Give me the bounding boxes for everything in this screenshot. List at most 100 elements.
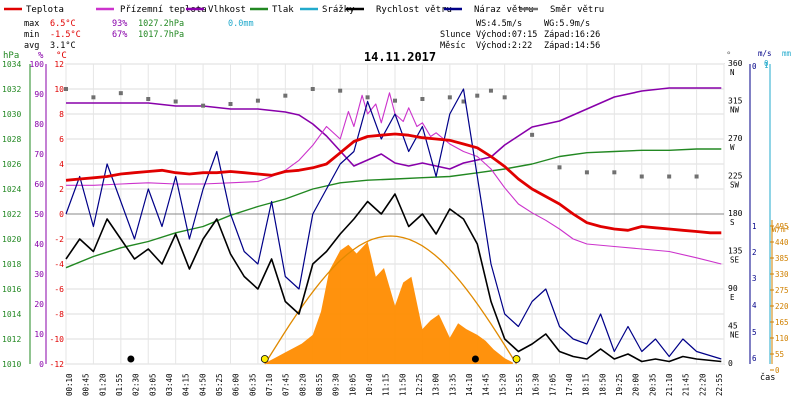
legend: Teplota Přízemní teplota Vlhkost Tlak Sr… bbox=[26, 5, 604, 15]
solar-tick-label: 385 bbox=[775, 254, 789, 263]
wind-direction-point bbox=[118, 91, 123, 96]
humidity-tick-label: 0 bbox=[39, 360, 44, 369]
x-tick-label: 07:10 bbox=[265, 373, 274, 396]
wind-direction-point bbox=[694, 174, 699, 179]
wind-direction-point bbox=[365, 95, 370, 100]
wind-direction-point bbox=[310, 87, 315, 91]
moonrise-marker bbox=[127, 355, 135, 363]
x-tick-label: 18:15 bbox=[582, 373, 591, 396]
direction-compass-label: S bbox=[730, 218, 735, 227]
legend-label-smer-vetru: Směr větru bbox=[550, 5, 604, 15]
x-tick-label: 11:15 bbox=[382, 373, 391, 396]
stats-max-rain: 0.0mm bbox=[228, 19, 254, 29]
direction-compass-label: NE bbox=[730, 331, 740, 340]
temperature-tick-label: 4 bbox=[59, 160, 64, 169]
temperature-tick-label: -4 bbox=[54, 260, 64, 269]
stats-min-temp: -1.5°C bbox=[50, 30, 81, 40]
temperature-tick-label: 2 bbox=[59, 185, 64, 194]
direction-tick-label: 135 bbox=[728, 247, 743, 256]
x-tick-label: 06:00 bbox=[232, 373, 241, 396]
stats-min-label: min bbox=[24, 30, 39, 40]
wind-direction-point bbox=[612, 170, 617, 175]
wind-speed-info: WS:4.5m/s bbox=[476, 19, 522, 29]
pressure-tick-label: 1022 bbox=[2, 210, 21, 219]
wind-tick-label: 0 bbox=[752, 62, 757, 71]
moonrise-info: Východ:2:22 bbox=[476, 41, 532, 51]
pressure-tick-label: 1016 bbox=[2, 285, 21, 294]
x-tick-label: 09:30 bbox=[332, 373, 341, 396]
wind-tick-label: 5 bbox=[752, 328, 757, 337]
direction-tick-label: 315 bbox=[728, 97, 743, 106]
solar-theoretical-curve bbox=[264, 235, 518, 365]
x-tick-label: 14:45 bbox=[482, 373, 491, 396]
humidity-tick-label: 90 bbox=[34, 90, 44, 99]
x-tick-label: 07:45 bbox=[282, 373, 291, 396]
rain-tick-label: 0 bbox=[764, 59, 769, 68]
x-tick-label: 05:25 bbox=[215, 373, 224, 396]
wind-direction-point bbox=[393, 98, 397, 103]
series-line-prizemni-teplota bbox=[66, 92, 722, 265]
chart-title: 14.11.2017 bbox=[364, 50, 436, 64]
wind-tick-label: 1 bbox=[752, 222, 757, 231]
direction-tick-label: 270 bbox=[728, 134, 743, 143]
direction-tick-label: 90 bbox=[728, 284, 738, 293]
x-tick-label: 01:20 bbox=[98, 373, 107, 396]
direction-compass-label: NW bbox=[730, 106, 740, 115]
humidity-tick-label: 70 bbox=[34, 150, 44, 159]
pressure-tick-label: 1030 bbox=[2, 110, 21, 119]
direction-compass-label: SE bbox=[730, 256, 740, 265]
temperature-tick-label: -10 bbox=[50, 335, 65, 344]
sunrise-info: Východ:07:15 bbox=[476, 30, 537, 40]
temperature-tick-label: 6 bbox=[59, 135, 64, 144]
stats-min-press: 1017.7hPa bbox=[138, 30, 184, 40]
wind-direction-point bbox=[488, 88, 493, 93]
x-tick-label: 14:10 bbox=[465, 373, 474, 396]
plot-area: 1034103210301028102610241022102010181016… bbox=[2, 59, 789, 396]
x-tick-label: 21:45 bbox=[682, 373, 691, 396]
stats-max-temp: 6.5°C bbox=[50, 19, 76, 29]
x-tick-label: 17:40 bbox=[565, 373, 574, 396]
stats-max-press: 1027.2hPa bbox=[138, 19, 184, 29]
direction-tick-label: 45 bbox=[728, 322, 738, 331]
legend-label-srazky: Srážky bbox=[322, 5, 355, 15]
x-tick-label: 03:40 bbox=[165, 373, 174, 396]
wind-direction-point bbox=[201, 103, 206, 108]
humidity-tick-label: 100 bbox=[30, 60, 45, 69]
x-tick-label: 08:20 bbox=[298, 373, 307, 396]
pressure-tick-label: 1012 bbox=[2, 335, 21, 344]
pressure-tick-label: 1014 bbox=[2, 310, 21, 319]
wind-direction-point bbox=[173, 99, 178, 104]
stats-max-label: max bbox=[24, 19, 39, 29]
direction-compass-label: W bbox=[730, 143, 735, 152]
x-tick-label: 10:05 bbox=[348, 373, 357, 396]
legend-label-vlhkost: Vlhkost bbox=[208, 5, 246, 15]
solar-tick-label: 220 bbox=[775, 302, 789, 311]
x-tick-label: 13:00 bbox=[432, 373, 441, 396]
sunset-marker bbox=[512, 355, 521, 363]
wind-axis-unit: m/s bbox=[758, 49, 772, 58]
series-line-vlhkost bbox=[66, 87, 722, 170]
legend-label-prizemni-teplota: Přízemní teplota bbox=[120, 5, 207, 15]
x-tick-label: 04:50 bbox=[198, 373, 207, 396]
x-tick-label: 08:55 bbox=[315, 373, 324, 396]
solar-tick-label: 0 bbox=[775, 366, 780, 375]
solar-tick-label: 275 bbox=[775, 286, 789, 295]
pressure-tick-label: 1032 bbox=[2, 85, 21, 94]
stats-avg-label: avg bbox=[24, 41, 39, 51]
x-tick-label: 11:50 bbox=[398, 373, 407, 396]
solar-tick-label: 55 bbox=[775, 350, 784, 359]
moonset-info: Západ:14:56 bbox=[544, 41, 600, 51]
x-tick-label: 18:50 bbox=[598, 373, 607, 396]
temperature-tick-label: 10 bbox=[54, 85, 64, 94]
wind-direction-point bbox=[530, 132, 535, 137]
solar-tick-label: 165 bbox=[775, 318, 789, 327]
x-tick-label: 15:55 bbox=[515, 373, 524, 396]
wind-tick-label: 3 bbox=[752, 274, 757, 283]
solar-area bbox=[266, 241, 513, 364]
wind-direction-point bbox=[461, 99, 466, 104]
stats-block: max 6.5°C 93% 1027.2hPa 0.0mm min -1.5°C… bbox=[24, 19, 254, 51]
pressure-tick-label: 1034 bbox=[2, 60, 21, 69]
legend-label-naraz-vetru: Náraz větru bbox=[474, 5, 534, 15]
series-line-rychlost-vetru bbox=[65, 193, 722, 363]
